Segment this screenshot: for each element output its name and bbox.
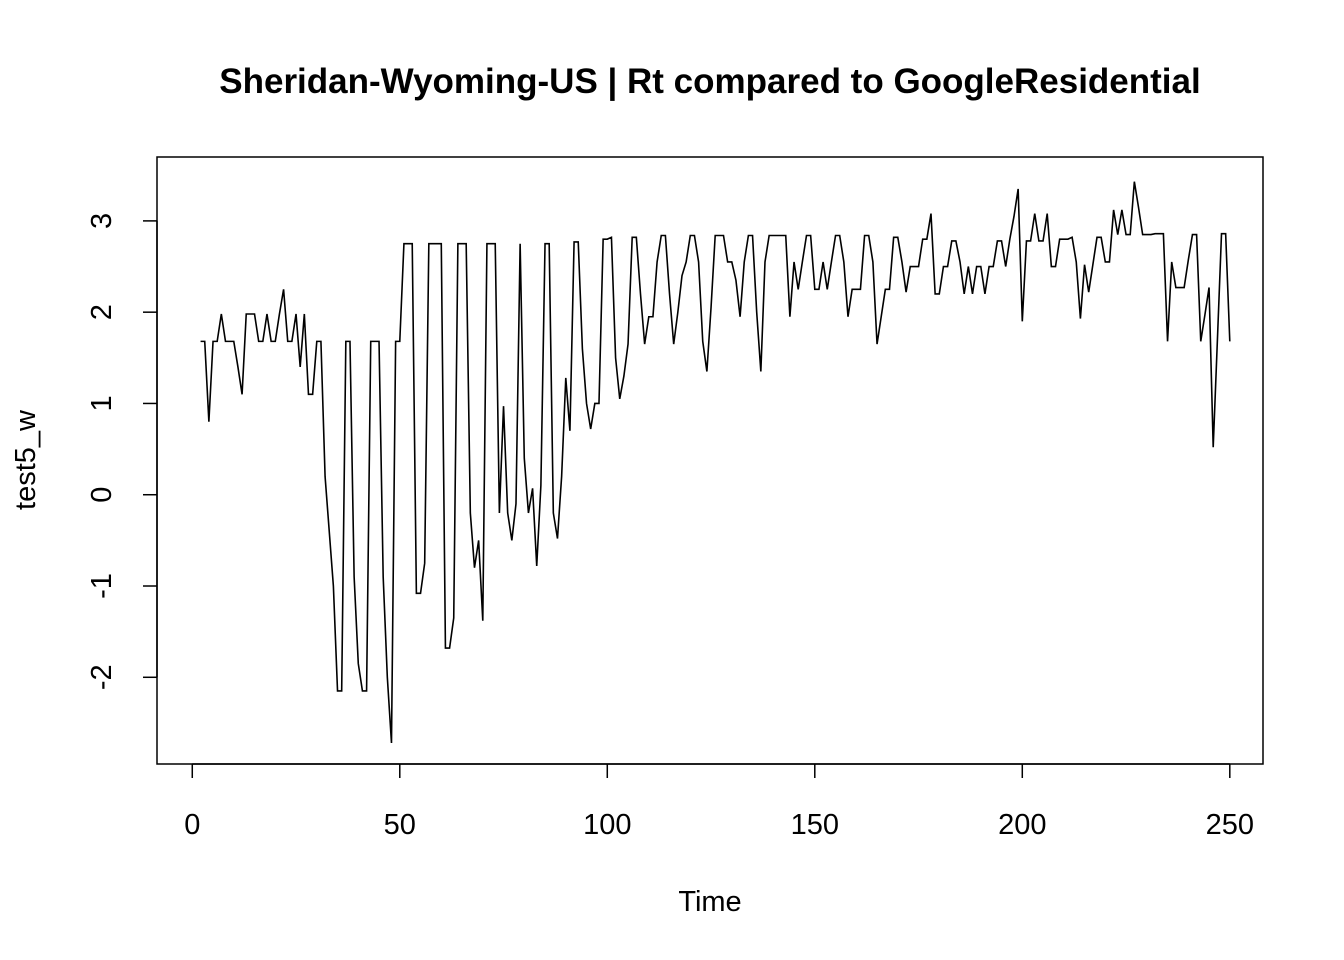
x-tick-label: 50 — [384, 809, 416, 841]
y-tick-label: -2 — [86, 664, 118, 690]
x-tick-label: 200 — [998, 809, 1046, 841]
y-tick-label: -1 — [86, 573, 118, 599]
series-line — [200, 181, 1231, 744]
y-axis: -2 -1 0 1 2 3 — [86, 213, 158, 690]
y-tick-label: 0 — [86, 487, 118, 503]
y-tick-label: 1 — [86, 395, 118, 411]
chart-title: Sheridan-Wyoming-US | Rt compared to Goo… — [219, 62, 1200, 101]
y-tick-label: 2 — [86, 304, 118, 320]
x-tick-label: 150 — [791, 809, 839, 841]
x-axis: 0 50 100 150 200 250 — [184, 763, 1254, 841]
x-tick-label: 0 — [184, 809, 200, 841]
x-tick-label: 100 — [583, 809, 631, 841]
y-tick-label: 3 — [86, 213, 118, 229]
y-axis-label: test5_w — [10, 409, 42, 510]
x-axis-label: Time — [678, 886, 741, 918]
x-tick-label: 250 — [1206, 809, 1254, 841]
plot-frame — [156, 156, 1264, 765]
